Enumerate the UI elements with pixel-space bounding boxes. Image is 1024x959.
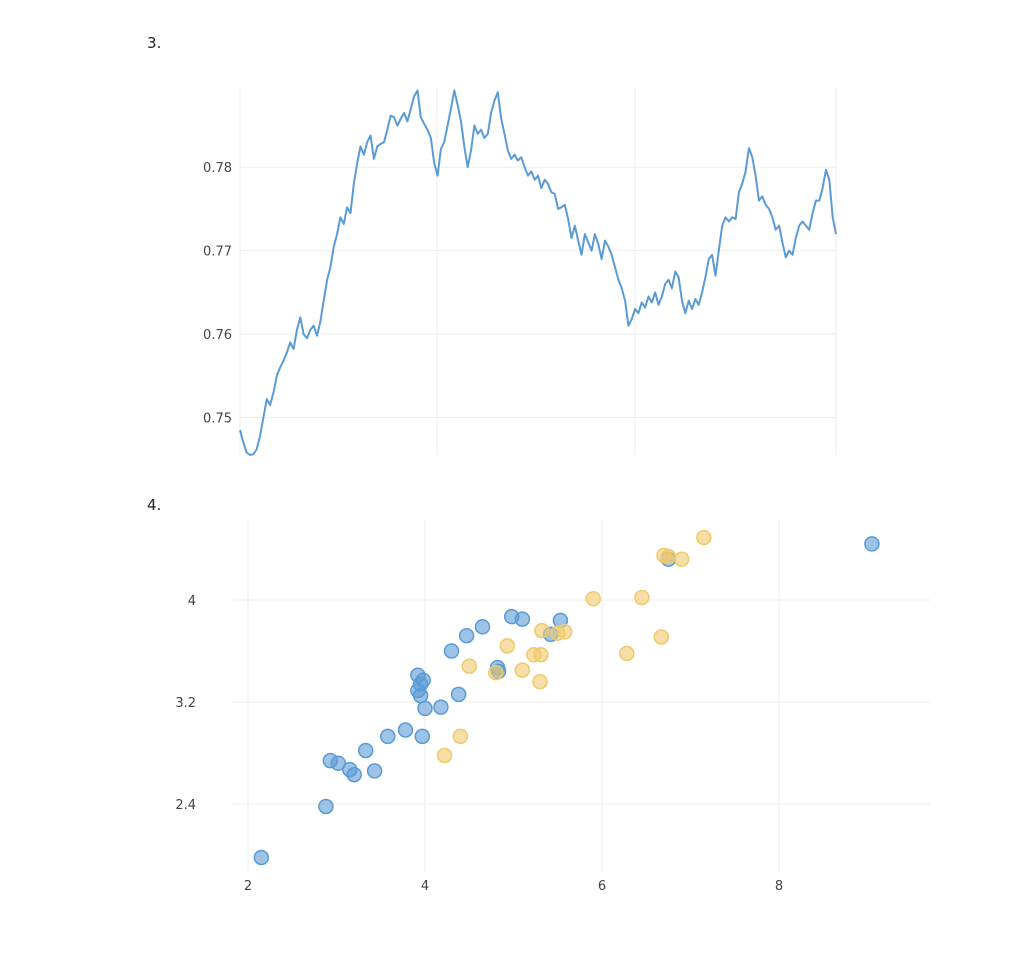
y-tick-label: 0.75	[203, 411, 232, 426]
scatter-point	[433, 699, 449, 715]
scatter-point	[380, 728, 396, 745]
scatter-point	[533, 647, 549, 663]
scatter-point	[436, 747, 453, 764]
scatter-point	[330, 755, 347, 771]
scatter-point	[461, 658, 478, 675]
scatter-point	[585, 590, 601, 607]
scatter-point	[499, 638, 516, 654]
scatter-point	[412, 687, 429, 704]
chart-4-label: 4.	[147, 496, 162, 514]
scatter-point	[653, 629, 670, 645]
series-line	[239, 89, 837, 456]
scatter-point	[417, 700, 433, 717]
scatter-point	[634, 589, 650, 606]
y-tick-label: 0.77	[203, 245, 232, 260]
scatter-point	[534, 622, 550, 639]
scatter-point	[318, 798, 334, 815]
scatter-point	[450, 686, 467, 703]
scatter-point	[514, 611, 531, 627]
scatter-point	[696, 529, 712, 546]
x-tick-label: 4	[421, 879, 429, 894]
scatter-point	[532, 673, 548, 690]
scatter-point	[452, 728, 469, 745]
scatter-point	[414, 728, 431, 745]
x-tick-label: 6	[598, 879, 606, 894]
scatter-point	[474, 619, 491, 635]
scatter-point	[366, 763, 383, 779]
y-tick-label: 0.78	[203, 161, 232, 176]
chart-3-label: 3.	[147, 34, 162, 52]
scatter-point	[673, 551, 690, 567]
y-tick-label: 3.2	[175, 696, 196, 711]
y-tick-label: 2.4	[175, 798, 196, 813]
scatter-point	[619, 645, 635, 662]
scatter-point	[346, 766, 362, 783]
y-tick-label: 0.76	[203, 328, 232, 343]
y-tick-label: 4	[188, 594, 196, 609]
scatter-point	[514, 662, 531, 678]
x-tick-label: 2	[244, 879, 252, 894]
scatter-point	[660, 548, 677, 565]
scatter-point	[864, 536, 880, 552]
scatter-point	[443, 643, 460, 659]
scatter-point	[357, 742, 374, 759]
scatter-point	[557, 624, 573, 640]
scatter-point	[488, 664, 504, 681]
scatter-point	[397, 722, 414, 738]
scatter-point	[253, 849, 270, 866]
x-tick-label: 8	[775, 879, 783, 894]
scatter-point	[458, 627, 475, 644]
